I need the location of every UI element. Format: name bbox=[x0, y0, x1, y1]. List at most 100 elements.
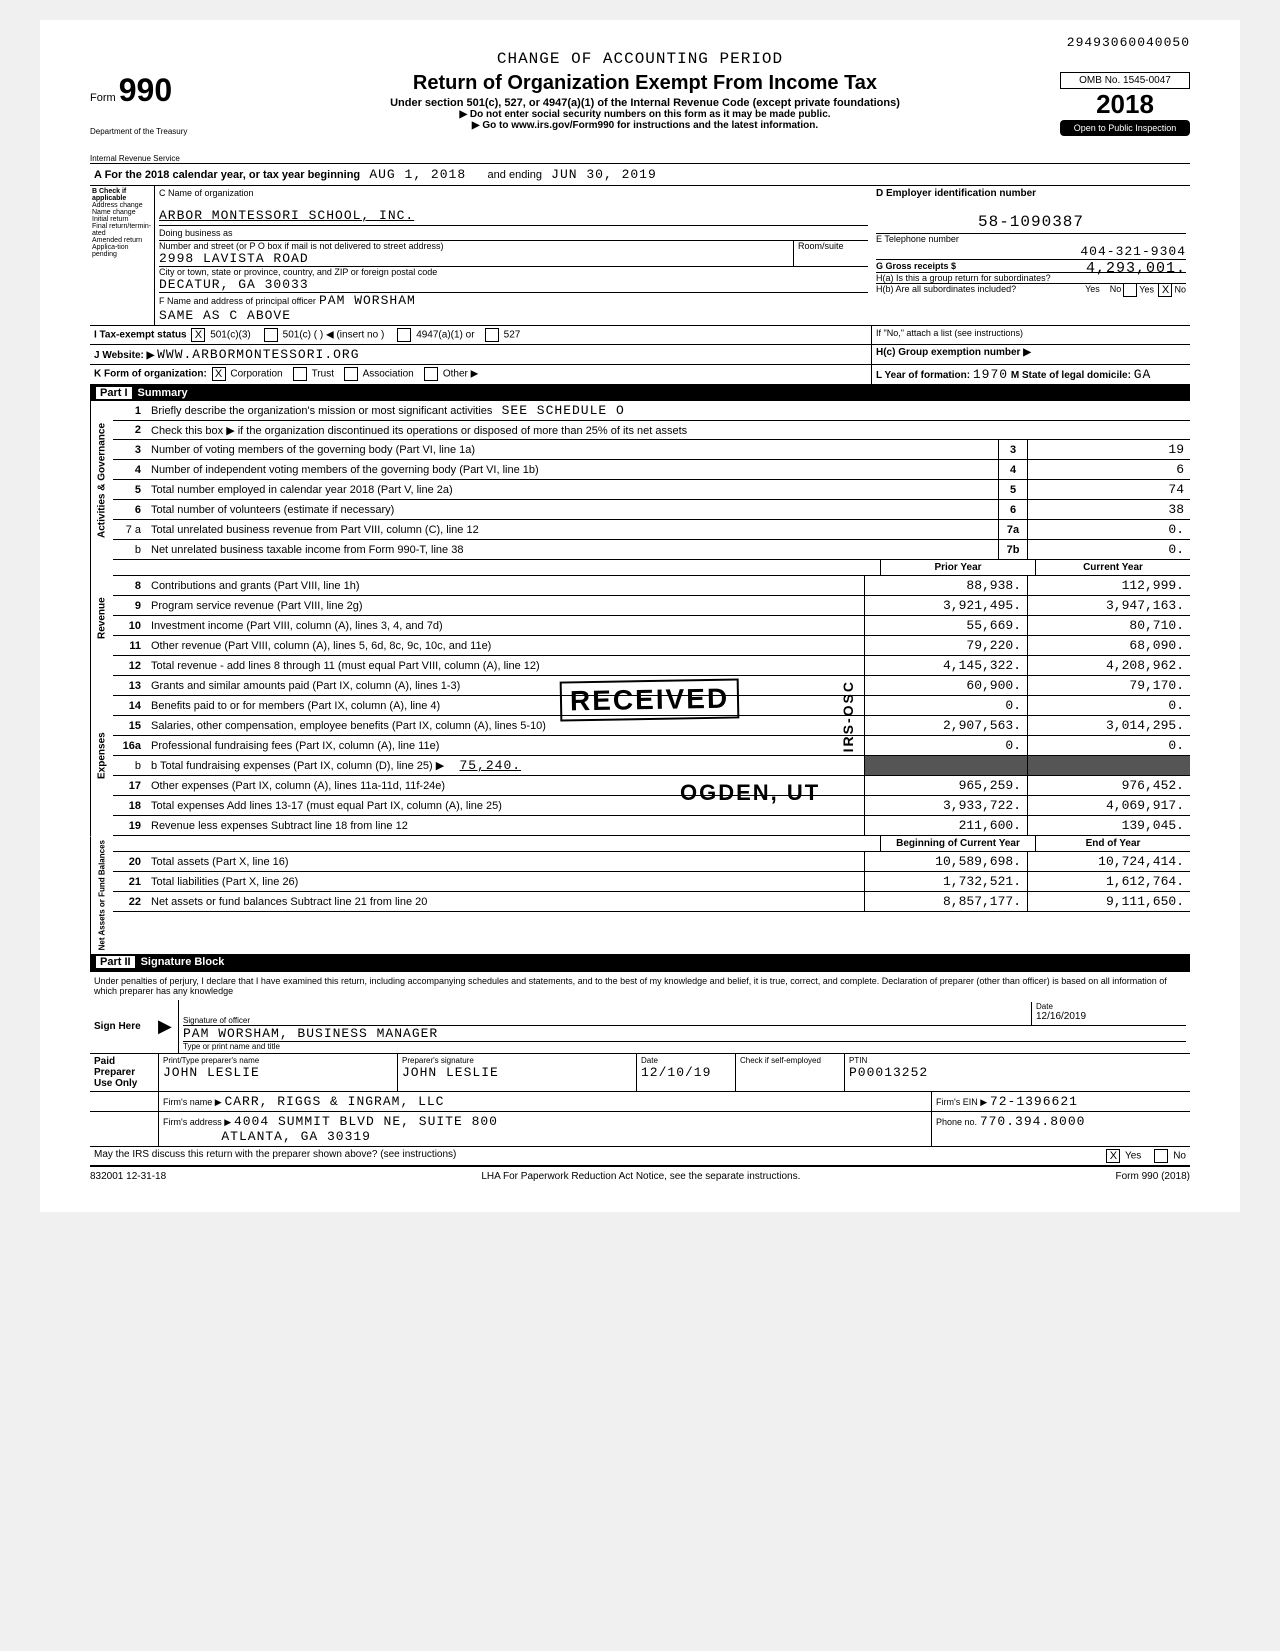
chk-addr[interactable]: Address change bbox=[92, 202, 152, 209]
table-row: 21Total liabilities (Part X, line 26)1,7… bbox=[113, 872, 1190, 892]
ein-label: D Employer identification number bbox=[876, 188, 1186, 199]
assoc-box[interactable] bbox=[344, 367, 358, 381]
line-no-4: 4 bbox=[113, 464, 147, 476]
line-no-16b: b bbox=[113, 760, 147, 772]
line7b-text: Net unrelated business taxable income fr… bbox=[147, 542, 998, 558]
discuss-no-box[interactable] bbox=[1154, 1149, 1168, 1163]
gross-label: G Gross receipts $ bbox=[876, 261, 956, 271]
table-row: 9Program service revenue (Part VIII, lin… bbox=[113, 596, 1190, 616]
line-text: Salaries, other compensation, employee b… bbox=[147, 718, 864, 734]
period-end: JUN 30, 2019 bbox=[551, 167, 657, 182]
curr-val: 10,724,414. bbox=[1027, 852, 1190, 871]
501c-box[interactable] bbox=[264, 328, 278, 342]
prior-val: 211,600. bbox=[864, 816, 1027, 835]
table-row: 12Total revenue - add lines 8 through 11… bbox=[113, 656, 1190, 676]
footer-code: 832001 12-31-18 bbox=[90, 1171, 166, 1182]
prior-val: 4,145,322. bbox=[864, 656, 1027, 675]
discuss-yes-box[interactable]: X bbox=[1106, 1149, 1120, 1163]
footer-form: Form 990 (2018) bbox=[1116, 1171, 1190, 1182]
line-text: Professional fundraising fees (Part IX, … bbox=[147, 738, 864, 754]
curr-val: 9,111,650. bbox=[1027, 892, 1190, 911]
prep-name-label: Print/Type preparer's name bbox=[163, 1056, 393, 1065]
dept: Department of the Treasury bbox=[90, 127, 230, 136]
shade2 bbox=[1027, 756, 1190, 775]
line-no: 21 bbox=[113, 876, 147, 888]
table-row: 16aProfessional fundraising fees (Part I… bbox=[113, 736, 1190, 756]
line5-text: Total number employed in calendar year 2… bbox=[147, 482, 998, 498]
chk-amended[interactable]: Amended return bbox=[92, 237, 152, 244]
period-begin: AUG 1, 2018 bbox=[369, 167, 466, 182]
prior-val: 60,900. bbox=[864, 676, 1027, 695]
curr-val: 4,069,917. bbox=[1027, 796, 1190, 815]
line3-box: 3 bbox=[998, 440, 1028, 459]
sig-officer-label: Signature of officer bbox=[183, 1002, 1031, 1025]
501c3-box[interactable]: X bbox=[191, 328, 205, 342]
line-no: 18 bbox=[113, 800, 147, 812]
line-no-7a: 7 a bbox=[113, 524, 147, 536]
chk-name[interactable]: Name change bbox=[92, 209, 152, 216]
corp-box[interactable]: X bbox=[212, 367, 226, 381]
line-no-6: 6 bbox=[113, 504, 147, 516]
section-b: B Check if applicable Address change Nam… bbox=[90, 186, 155, 325]
trust-box[interactable] bbox=[293, 367, 307, 381]
officer-typed: PAM WORSHAM, BUSINESS MANAGER bbox=[183, 1026, 1186, 1041]
line-no: 19 bbox=[113, 820, 147, 832]
section-a: A For the 2018 calendar year, or tax yea… bbox=[90, 164, 1190, 186]
curr-val: 4,208,962. bbox=[1027, 656, 1190, 675]
prep-date: 12/10/19 bbox=[641, 1065, 731, 1080]
line-no: 16a bbox=[113, 740, 147, 752]
side-revenue: Revenue bbox=[90, 560, 113, 676]
line-no: 12 bbox=[113, 660, 147, 672]
arrow-icon: ▶ bbox=[158, 1016, 178, 1037]
chk-initial[interactable]: Initial return bbox=[92, 216, 152, 223]
self-emp: Check if self-employed bbox=[736, 1054, 845, 1091]
discuss-yes: Yes bbox=[1125, 1151, 1141, 1162]
header-grid: B Check if applicable Address change Nam… bbox=[90, 186, 1190, 326]
line-no: 11 bbox=[113, 640, 147, 652]
col-current: Current Year bbox=[1035, 560, 1190, 575]
chk-final[interactable]: Final return/termin-ated bbox=[92, 223, 152, 237]
sig-date: 12/16/2019 bbox=[1036, 1011, 1186, 1022]
part2-title: Part II bbox=[96, 956, 135, 968]
hc-label: H(c) Group exemption number ▶ bbox=[876, 347, 1031, 358]
curr-val: 1,612,764. bbox=[1027, 872, 1190, 891]
assoc: Association bbox=[363, 369, 414, 380]
hb-no: No bbox=[1110, 284, 1122, 294]
curr-val: 0. bbox=[1027, 696, 1190, 715]
table-row: 11Other revenue (Part VIII, column (A), … bbox=[113, 636, 1190, 656]
4947-box[interactable] bbox=[397, 328, 411, 342]
corp: Corporation bbox=[230, 369, 282, 380]
ptin: P00013252 bbox=[849, 1065, 1186, 1080]
gross-receipts: 4,293,001. bbox=[1086, 260, 1186, 277]
table-row: 19Revenue less expenses Subtract line 18… bbox=[113, 816, 1190, 836]
year-formed: 1970 bbox=[973, 367, 1008, 382]
prior-val: 3,921,495. bbox=[864, 596, 1027, 615]
firm-ein-label: Firm's EIN ▶ bbox=[936, 1097, 987, 1107]
street: 2998 LAVISTA ROAD bbox=[159, 251, 793, 266]
line1-val: SEE SCHEDULE O bbox=[502, 403, 625, 418]
line1-text: Briefly describe the organization's miss… bbox=[151, 405, 492, 417]
side-activities: Activities & Governance bbox=[90, 401, 113, 560]
line-text: Grants and similar amounts paid (Part IX… bbox=[147, 678, 864, 694]
prior-val: 55,669. bbox=[864, 616, 1027, 635]
line-no-5: 5 bbox=[113, 484, 147, 496]
line6-text: Total number of volunteers (estimate if … bbox=[147, 502, 998, 518]
chk-pending[interactable]: Applica-tion pending bbox=[92, 244, 152, 258]
yes-text: Yes bbox=[1139, 284, 1154, 294]
firm-addr-label: Firm's address ▶ bbox=[163, 1117, 231, 1127]
line-text: Program service revenue (Part VIII, line… bbox=[147, 598, 864, 614]
line-no: 15 bbox=[113, 720, 147, 732]
527-box[interactable] bbox=[485, 328, 499, 342]
curr-val: 139,045. bbox=[1027, 816, 1190, 835]
line7a-box: 7a bbox=[998, 520, 1028, 539]
city: DECATUR, GA 30033 bbox=[159, 277, 868, 292]
curr-val: 80,710. bbox=[1027, 616, 1190, 635]
line-no: 22 bbox=[113, 896, 147, 908]
table-row: 22Net assets or fund balances Subtract l… bbox=[113, 892, 1190, 912]
right-block: D Employer identification number 58-1090… bbox=[872, 186, 1190, 325]
other-box[interactable] bbox=[424, 367, 438, 381]
line5-val: 74 bbox=[1028, 480, 1190, 499]
line-no: 13 bbox=[113, 680, 147, 692]
ha-yes-box[interactable] bbox=[1123, 283, 1137, 297]
ha-no-box[interactable]: X bbox=[1158, 283, 1172, 297]
